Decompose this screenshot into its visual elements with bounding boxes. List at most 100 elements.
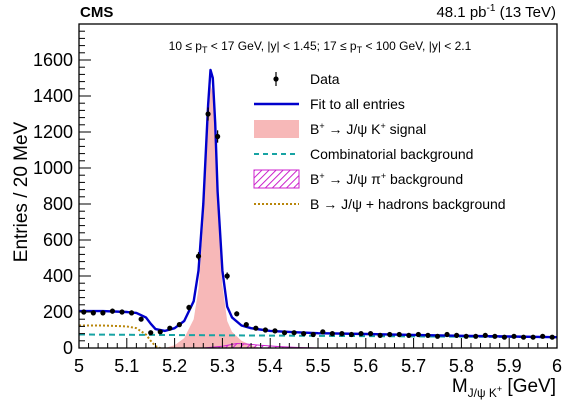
data-point-marker bbox=[482, 332, 488, 338]
y-tick-label: 0 bbox=[63, 338, 73, 358]
data-point-marker bbox=[205, 111, 211, 117]
fit-layer bbox=[79, 68, 557, 339]
x-axis: 5 5.1 5.2 5.3 5.4 5.5 5.6 5.7 5.8 5.9 6 bbox=[74, 338, 562, 376]
data-point-marker bbox=[148, 330, 154, 336]
y-tick-label: 1600 bbox=[33, 50, 73, 70]
data-point-marker bbox=[492, 333, 498, 339]
x-tick-label: 5.1 bbox=[114, 356, 139, 376]
hadrons-background-layer bbox=[79, 324, 161, 348]
data-point bbox=[109, 308, 116, 314]
x-tick-label: 5.8 bbox=[449, 356, 474, 376]
data-point bbox=[234, 311, 240, 317]
x-tick-label: 5 bbox=[74, 356, 84, 376]
data-point bbox=[176, 322, 182, 328]
data-point-marker bbox=[215, 133, 221, 140]
data-point-marker bbox=[320, 329, 326, 335]
data-point-marker bbox=[444, 331, 450, 338]
data-point bbox=[195, 252, 202, 261]
legend-data-label: Data bbox=[310, 71, 340, 87]
legend-data-marker bbox=[273, 72, 279, 86]
data-point bbox=[329, 331, 335, 337]
y-tick-label: 1000 bbox=[33, 158, 73, 178]
x-tick-label: 5.9 bbox=[497, 356, 522, 376]
data-point-marker bbox=[224, 273, 230, 279]
data-point-marker bbox=[195, 253, 202, 259]
y-tick-label: 800 bbox=[43, 194, 73, 214]
data-point-marker bbox=[310, 331, 316, 338]
data-point bbox=[454, 332, 460, 338]
data-point-marker bbox=[109, 308, 116, 314]
legend-hadrons-label: B → J/ψ + hadrons background bbox=[310, 196, 506, 212]
y-tick-label: 1400 bbox=[33, 86, 73, 106]
data-point bbox=[434, 333, 441, 339]
data-point bbox=[482, 332, 488, 338]
data-point-marker bbox=[90, 310, 96, 316]
data-point bbox=[119, 309, 125, 315]
x-tick-label: 5.4 bbox=[258, 356, 283, 376]
data-point bbox=[186, 304, 192, 311]
data-point bbox=[100, 310, 106, 316]
data-point-marker bbox=[396, 331, 402, 338]
data-point bbox=[387, 331, 393, 338]
legend-comb-label: Combinatorial background bbox=[310, 146, 473, 162]
data-point bbox=[224, 272, 230, 280]
data-point-marker bbox=[291, 330, 297, 336]
data-point-marker bbox=[186, 304, 192, 311]
x-tick-label: 5.5 bbox=[305, 356, 330, 376]
data-point-marker bbox=[501, 334, 508, 340]
legend-signal-swatch bbox=[254, 120, 299, 138]
data-point bbox=[367, 331, 374, 337]
data-point-marker bbox=[253, 325, 259, 331]
fit-line bbox=[79, 68, 557, 339]
data-point-marker bbox=[520, 334, 527, 340]
x-tick-label: 6 bbox=[552, 356, 562, 376]
data-point bbox=[148, 330, 154, 336]
experiment-label: CMS bbox=[80, 4, 113, 21]
data-point bbox=[492, 333, 498, 339]
data-point bbox=[511, 333, 517, 339]
data-point-marker bbox=[473, 333, 479, 339]
data-point-marker bbox=[272, 328, 278, 334]
signal-layer bbox=[165, 85, 261, 348]
data-point bbox=[358, 331, 364, 337]
data-point bbox=[463, 333, 469, 339]
data-point bbox=[215, 130, 221, 143]
data-point bbox=[262, 327, 269, 333]
data-point-marker bbox=[281, 330, 288, 336]
data-point bbox=[291, 330, 297, 336]
data-point-marker bbox=[511, 333, 517, 339]
legend-signal-label: B+ → J/ψ K+ signal bbox=[310, 121, 426, 137]
luminosity-label: 48.1 pb-1 (13 TeV) bbox=[436, 3, 556, 21]
data-point bbox=[473, 333, 479, 339]
y-axis-title: Entries / 20 MeV bbox=[11, 121, 32, 262]
data-point bbox=[444, 331, 450, 338]
data-point-marker bbox=[138, 316, 144, 322]
data-point-marker bbox=[434, 333, 441, 339]
x-tick-label: 5.6 bbox=[353, 356, 378, 376]
data-point bbox=[377, 332, 383, 338]
data-point bbox=[138, 316, 144, 322]
data-point-marker bbox=[167, 325, 173, 331]
data-point bbox=[501, 334, 508, 340]
data-point-marker bbox=[358, 331, 364, 337]
y-tick-label: 1200 bbox=[33, 122, 73, 142]
data-point-marker bbox=[339, 331, 345, 337]
data-point-marker bbox=[128, 310, 135, 316]
selection-label: 10 ≤ pT < 17 GeV, |y| < 1.45; 17 ≤ pT < … bbox=[169, 39, 472, 55]
data-point bbox=[549, 334, 555, 340]
data-point bbox=[253, 325, 259, 331]
y-tick-label: 400 bbox=[43, 266, 73, 286]
data-point bbox=[90, 310, 96, 316]
data-point-marker bbox=[540, 333, 546, 339]
data-point bbox=[157, 329, 163, 335]
x-tick-label: 5.7 bbox=[401, 356, 426, 376]
y-axis: 0 200 400 600 800 1000 1200 1400 1600 bbox=[33, 23, 91, 358]
data-point bbox=[167, 325, 173, 331]
data-point bbox=[301, 331, 307, 337]
data-point bbox=[281, 330, 288, 336]
hadrons-background-line bbox=[79, 324, 161, 348]
data-point bbox=[243, 322, 249, 328]
y-tick-label: 200 bbox=[43, 302, 73, 322]
data-point-marker bbox=[406, 332, 412, 338]
data-point bbox=[272, 328, 278, 334]
